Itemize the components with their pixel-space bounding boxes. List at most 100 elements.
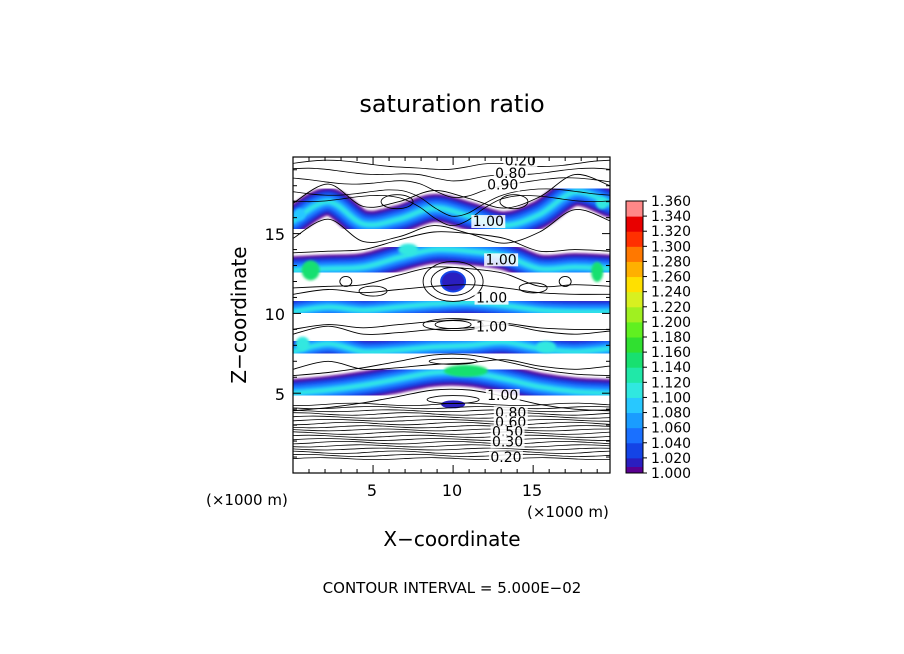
contour-ring — [499, 194, 529, 210]
colorbar-label: 1.240 — [651, 285, 691, 301]
contour-ring — [428, 357, 478, 365]
colorbar-swatch — [626, 321, 643, 338]
contour-line — [293, 428, 610, 432]
colorbar-swatch — [626, 261, 643, 278]
y-axis-title: Z−coordinate — [227, 246, 251, 383]
colorbar-swatch — [626, 352, 643, 368]
y-tick-label: 5 — [275, 385, 285, 404]
colorbar-swatch — [626, 442, 643, 459]
colorbar-swatch — [626, 382, 643, 398]
plot-frame — [292, 156, 611, 474]
contour-line — [293, 431, 610, 435]
x-unit-label-right: (×1000 m) — [527, 503, 609, 521]
contour-label-bg — [488, 451, 523, 465]
contour-line — [293, 434, 610, 438]
contour-ring — [434, 320, 472, 330]
colorbar: 1.3601.3401.3201.3001.2801.2601.2401.220… — [625, 194, 691, 482]
colorbar-swatch — [626, 397, 643, 414]
colorbar-swatch — [626, 467, 643, 473]
band-upper — [293, 177, 610, 240]
contour-line — [293, 418, 610, 422]
contour-ring — [339, 276, 353, 287]
heatmap-patch — [293, 208, 306, 221]
contour-line — [293, 174, 610, 209]
contour-label: 1.00 — [486, 252, 517, 268]
contour-interval-note: CONTOUR INTERVAL = 5.000E−02 — [323, 579, 582, 597]
contour-line — [293, 440, 610, 445]
contour-line — [293, 209, 610, 244]
contour-label-bg — [471, 215, 506, 229]
heatmap-patch — [398, 243, 419, 256]
colorbar-label: 1.360 — [651, 194, 691, 210]
colorbar-label: 1.060 — [651, 421, 691, 437]
contour-label: 1.00 — [476, 291, 507, 307]
colorbar-label: 1.020 — [651, 451, 691, 467]
heatmap-patch — [591, 261, 604, 282]
colorbar-swatch — [626, 246, 643, 262]
contour-lines — [293, 159, 610, 461]
contour-label-bg — [485, 388, 520, 402]
contour-line — [293, 188, 610, 217]
contour-line — [293, 412, 610, 416]
heatmap-blob — [441, 400, 466, 409]
heatmap-patch — [295, 336, 310, 351]
colorbar-label: 1.300 — [651, 239, 691, 255]
contour-line — [293, 177, 610, 198]
contour-line — [293, 195, 610, 227]
x-tick-label: 10 — [442, 481, 462, 500]
colorbar-swatch — [626, 276, 643, 293]
colorbar-label: 1.260 — [651, 270, 691, 286]
band-lower — [293, 328, 610, 367]
colorbar-label: 1.160 — [651, 345, 691, 361]
contour-label: 0.90 — [487, 177, 518, 193]
contour-line — [293, 450, 610, 454]
colorbar-swatch — [626, 216, 643, 232]
contour-labels: 0.200.800.901.001.001.001.001.000.800.60… — [471, 153, 538, 466]
contour-label: 1.00 — [487, 388, 518, 404]
heatmap-bands — [293, 177, 610, 409]
contour-line — [293, 457, 610, 461]
colorbar-label: 1.000 — [651, 466, 691, 482]
colorbar-swatch — [626, 201, 643, 217]
colorbar-swatch — [626, 412, 643, 429]
contour-label: 1.00 — [476, 319, 507, 335]
colorbar-label: 1.320 — [651, 224, 691, 240]
contour-label-bg — [474, 291, 509, 305]
contour-line — [293, 388, 610, 412]
contour-line — [293, 284, 610, 295]
contour-ring — [422, 261, 484, 302]
contour-label-bg — [485, 178, 520, 192]
contour-label: 0.20 — [490, 450, 521, 466]
contour-line — [293, 425, 610, 429]
heatmap-patch — [301, 260, 320, 281]
colorbar-label: 1.140 — [651, 360, 691, 376]
colorbar-swatch — [626, 231, 643, 247]
heatmap-patch — [443, 364, 488, 377]
contour-label: 0.20 — [505, 153, 536, 169]
contour-line — [293, 353, 610, 377]
chart-title: saturation ratio — [359, 90, 544, 118]
colorbar-swatch — [626, 306, 643, 323]
colorbar-label: 1.200 — [651, 315, 691, 331]
contour-ring — [380, 194, 414, 210]
contour-ring — [558, 276, 572, 287]
colorbar-label: 1.220 — [651, 300, 691, 316]
contour-label-bg — [490, 435, 525, 449]
contour-ring — [518, 282, 548, 294]
x-tick-label: 5 — [367, 481, 377, 500]
contour-line — [293, 438, 610, 441]
contour-ring — [426, 395, 480, 405]
colorbar-label: 1.080 — [651, 406, 691, 422]
colorbar-swatch — [626, 337, 643, 353]
band-middle — [293, 288, 610, 326]
colorbar-swatch — [626, 291, 643, 308]
contour-label-bg — [493, 167, 528, 181]
colorbar-label: 1.100 — [651, 390, 691, 406]
heatmap-patch — [535, 340, 556, 353]
axis-ticks — [293, 157, 610, 473]
colorbar-swatch — [626, 367, 643, 383]
colorbar-label: 1.180 — [651, 330, 691, 346]
colorbar-label: 1.120 — [651, 375, 691, 391]
contour-line — [293, 159, 610, 170]
